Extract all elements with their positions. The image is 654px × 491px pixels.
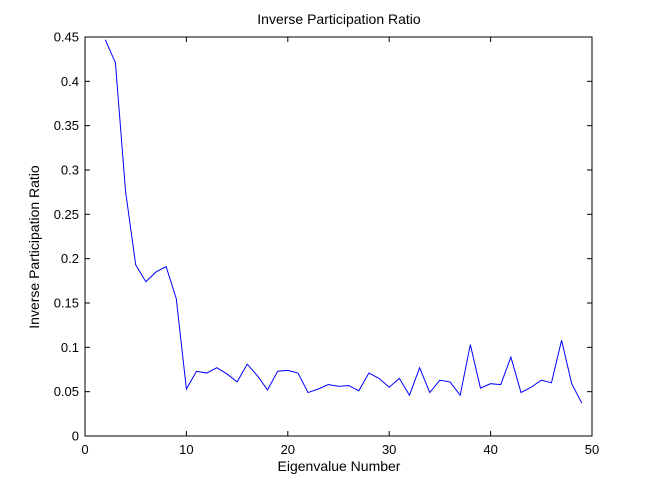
y-tick-label: 0.15 xyxy=(54,296,79,311)
axes-frame xyxy=(84,36,593,437)
x-tick-label: 30 xyxy=(382,442,396,457)
y-tick-label: 0.35 xyxy=(54,118,79,133)
y-tick-label: 0.25 xyxy=(54,207,79,222)
x-tick-label: 50 xyxy=(585,442,599,457)
y-tick-label: 0.05 xyxy=(54,384,79,399)
series-line xyxy=(104,39,583,404)
y-tick-label: 0.4 xyxy=(61,74,79,89)
y-tick-label: 0.3 xyxy=(61,163,79,178)
plot-area: 0 10 20 30 40 50 0 0.05 0.1 0.15 0.2 0.25 0.3 0.35 0.4… xyxy=(54,30,600,458)
chart-title: Inverse Participation Ratio xyxy=(257,11,421,27)
y-tick-label: 0.2 xyxy=(61,251,79,266)
y-axis-label: Inverse Participation Ratio xyxy=(26,165,42,329)
x-tick-label: 40 xyxy=(483,442,497,457)
y-tick-label: 0 xyxy=(72,429,79,444)
y-tick-label: 0.1 xyxy=(61,340,79,355)
x-tick-label: 10 xyxy=(179,442,193,457)
x-tick-label: 20 xyxy=(281,442,295,457)
x-tick-label: 0 xyxy=(81,442,88,457)
x-axis-label: Eigenvalue Number xyxy=(278,458,401,474)
y-tick-label: 0.45 xyxy=(54,30,79,45)
